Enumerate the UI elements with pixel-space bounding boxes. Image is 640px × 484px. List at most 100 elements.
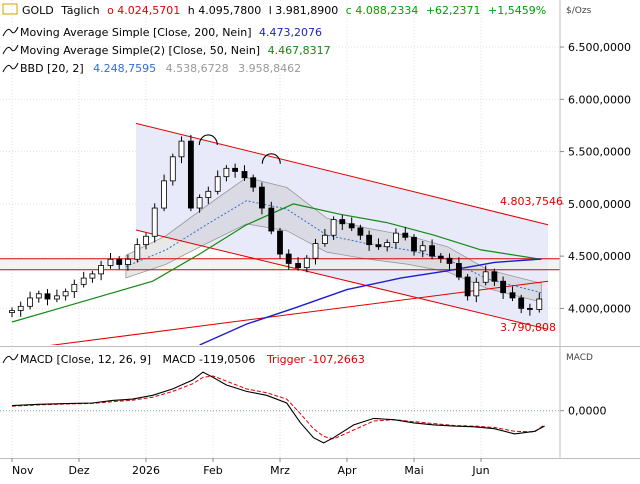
candle-up xyxy=(473,281,480,297)
candle-up xyxy=(35,293,42,299)
time-axis: Nov Dez 2026 Feb Mrz Apr Mai Jun xyxy=(11,458,490,477)
candle-down xyxy=(44,293,51,300)
candle-up xyxy=(98,265,105,275)
candle-up xyxy=(419,245,426,252)
svg-text:Moving Average Simple(2) [Clo: Moving Average Simple(2) [Close, 50, Nei… xyxy=(20,44,331,57)
candle-down xyxy=(446,257,453,264)
candle-down xyxy=(366,234,373,246)
macd-axis-label: MACD xyxy=(566,353,593,363)
candle-up xyxy=(196,197,203,209)
svg-text:MACD [Close, 12, 26, 9]: MACD [Close, 12, 26, 9] MACD -119,0506 T… xyxy=(20,353,365,366)
price-tick-label: 4.000,0000 xyxy=(568,302,631,315)
candle-up xyxy=(89,273,96,279)
price-tick-label: 5.000,0000 xyxy=(568,198,631,211)
candle-down xyxy=(187,140,194,209)
candle-up xyxy=(303,257,310,269)
candle-up xyxy=(178,140,185,158)
channel-upper-value-label: 4.803,7546 xyxy=(500,195,563,208)
ma200-value: 4.473,2076 xyxy=(259,26,322,39)
macd-trigger-value: Trigger -107,2663 xyxy=(266,353,365,366)
trend-channel-lower-line xyxy=(135,229,549,330)
macd-panel xyxy=(0,371,560,444)
time-tick-label: Mrz xyxy=(270,464,290,477)
candle-up xyxy=(143,235,149,246)
candle-down xyxy=(500,280,507,294)
candle-down xyxy=(339,219,346,225)
candle-down xyxy=(402,232,409,238)
bbd-mid-value: 4.248,7595 xyxy=(93,62,156,75)
change-pct-value: +1,5459% xyxy=(488,4,546,17)
macd-trigger-line xyxy=(11,375,545,440)
candle-up xyxy=(214,176,221,192)
ma50-label: Moving Average Simple(2) [Close, 50, Nei… xyxy=(20,44,260,57)
time-tick-label: Nov xyxy=(12,464,34,477)
open-value: o 4.024,5701 xyxy=(107,4,180,17)
close-value: c 4.088,2334 xyxy=(346,4,419,17)
candle-down xyxy=(509,292,516,299)
trend-channel-upper-line xyxy=(135,122,549,226)
time-tick-label: Apr xyxy=(337,464,357,477)
candle-down xyxy=(259,186,265,209)
candle-up xyxy=(384,242,391,248)
time-tick-label: Mai xyxy=(404,464,423,477)
legend-line-ma200: Moving Average Simple [Close, 200, Nein]… xyxy=(2,26,322,39)
candle-down xyxy=(455,263,462,278)
price-tick-label: 6.000,0000 xyxy=(568,93,631,106)
candle-down xyxy=(241,171,248,179)
price-tick-label: 5.500,0000 xyxy=(568,146,631,159)
legend-line-bbd: BBD [20, 2] 4.248,7595 4.538,6728 3.958,… xyxy=(2,62,301,75)
candle-down xyxy=(464,276,471,297)
candle-up xyxy=(393,232,399,243)
candle-up xyxy=(482,271,489,283)
candle-up xyxy=(9,310,15,313)
bbd-lower-value: 3.958,8462 xyxy=(238,62,301,75)
candle-up xyxy=(71,283,78,293)
period-label: Täglich xyxy=(60,4,99,17)
bbd-label: BBD [20, 2] xyxy=(20,62,84,75)
price-candles xyxy=(9,134,543,318)
candle-up xyxy=(223,167,230,178)
svg-text:BBD [20, 2] 4.248,7595: BBD [20, 2] 4.248,7595 4.538,6728 3.958,… xyxy=(20,62,301,75)
line-legend-icon xyxy=(2,26,19,37)
candle-down xyxy=(232,167,239,172)
candle-down xyxy=(250,177,257,188)
candle-up xyxy=(321,234,328,244)
candle-up xyxy=(134,244,141,260)
channel-lower-value-label: 3.790,808 xyxy=(500,321,556,334)
candle-up xyxy=(27,297,33,307)
candle-down xyxy=(411,236,417,252)
line-legend-icon xyxy=(2,62,19,73)
candle-up xyxy=(53,295,60,300)
candle-up xyxy=(125,258,131,265)
candle-up xyxy=(80,277,87,285)
svg-text:GOLD Täglich o 4.0: GOLD Täglich o 4.024,5701 h 4.095,7800 l… xyxy=(22,4,546,17)
candle-up xyxy=(169,156,176,182)
support-trend-line xyxy=(49,280,549,345)
candle-down xyxy=(518,297,525,309)
candle-legend-icon xyxy=(2,3,18,15)
price-unit-label: $/Ozs xyxy=(566,6,592,16)
candle-down xyxy=(295,263,301,269)
candle-up xyxy=(151,207,158,237)
top-marker-arc-2 xyxy=(261,153,281,164)
change-value: +62,2371 xyxy=(426,4,481,17)
instrument-name: GOLD xyxy=(22,4,54,17)
macd-line xyxy=(11,371,545,444)
macd-zero-tick-label: 0,0000 xyxy=(568,405,607,418)
price-tick-label: 6.500,0000 xyxy=(568,41,631,54)
candle-up xyxy=(17,305,24,311)
macd-value: MACD -119,0506 xyxy=(163,353,256,366)
candle-down xyxy=(527,308,533,310)
time-tick-label: Jun xyxy=(471,464,489,477)
time-tick-label: 2026 xyxy=(132,464,160,477)
candle-up xyxy=(161,180,167,209)
price-tick-label: 4.500,0000 xyxy=(568,250,631,263)
top-marker-arc-1 xyxy=(198,134,218,145)
svg-text:Moving Average Simple [Close,: Moving Average Simple [Close, 200, Nein]… xyxy=(20,26,322,39)
candle-down xyxy=(429,245,435,257)
candle-up xyxy=(536,298,543,310)
line-legend-icon xyxy=(2,353,19,364)
ma50-value: 4.467,8317 xyxy=(268,44,331,57)
bbd-upper-value: 4.538,6728 xyxy=(166,62,229,75)
